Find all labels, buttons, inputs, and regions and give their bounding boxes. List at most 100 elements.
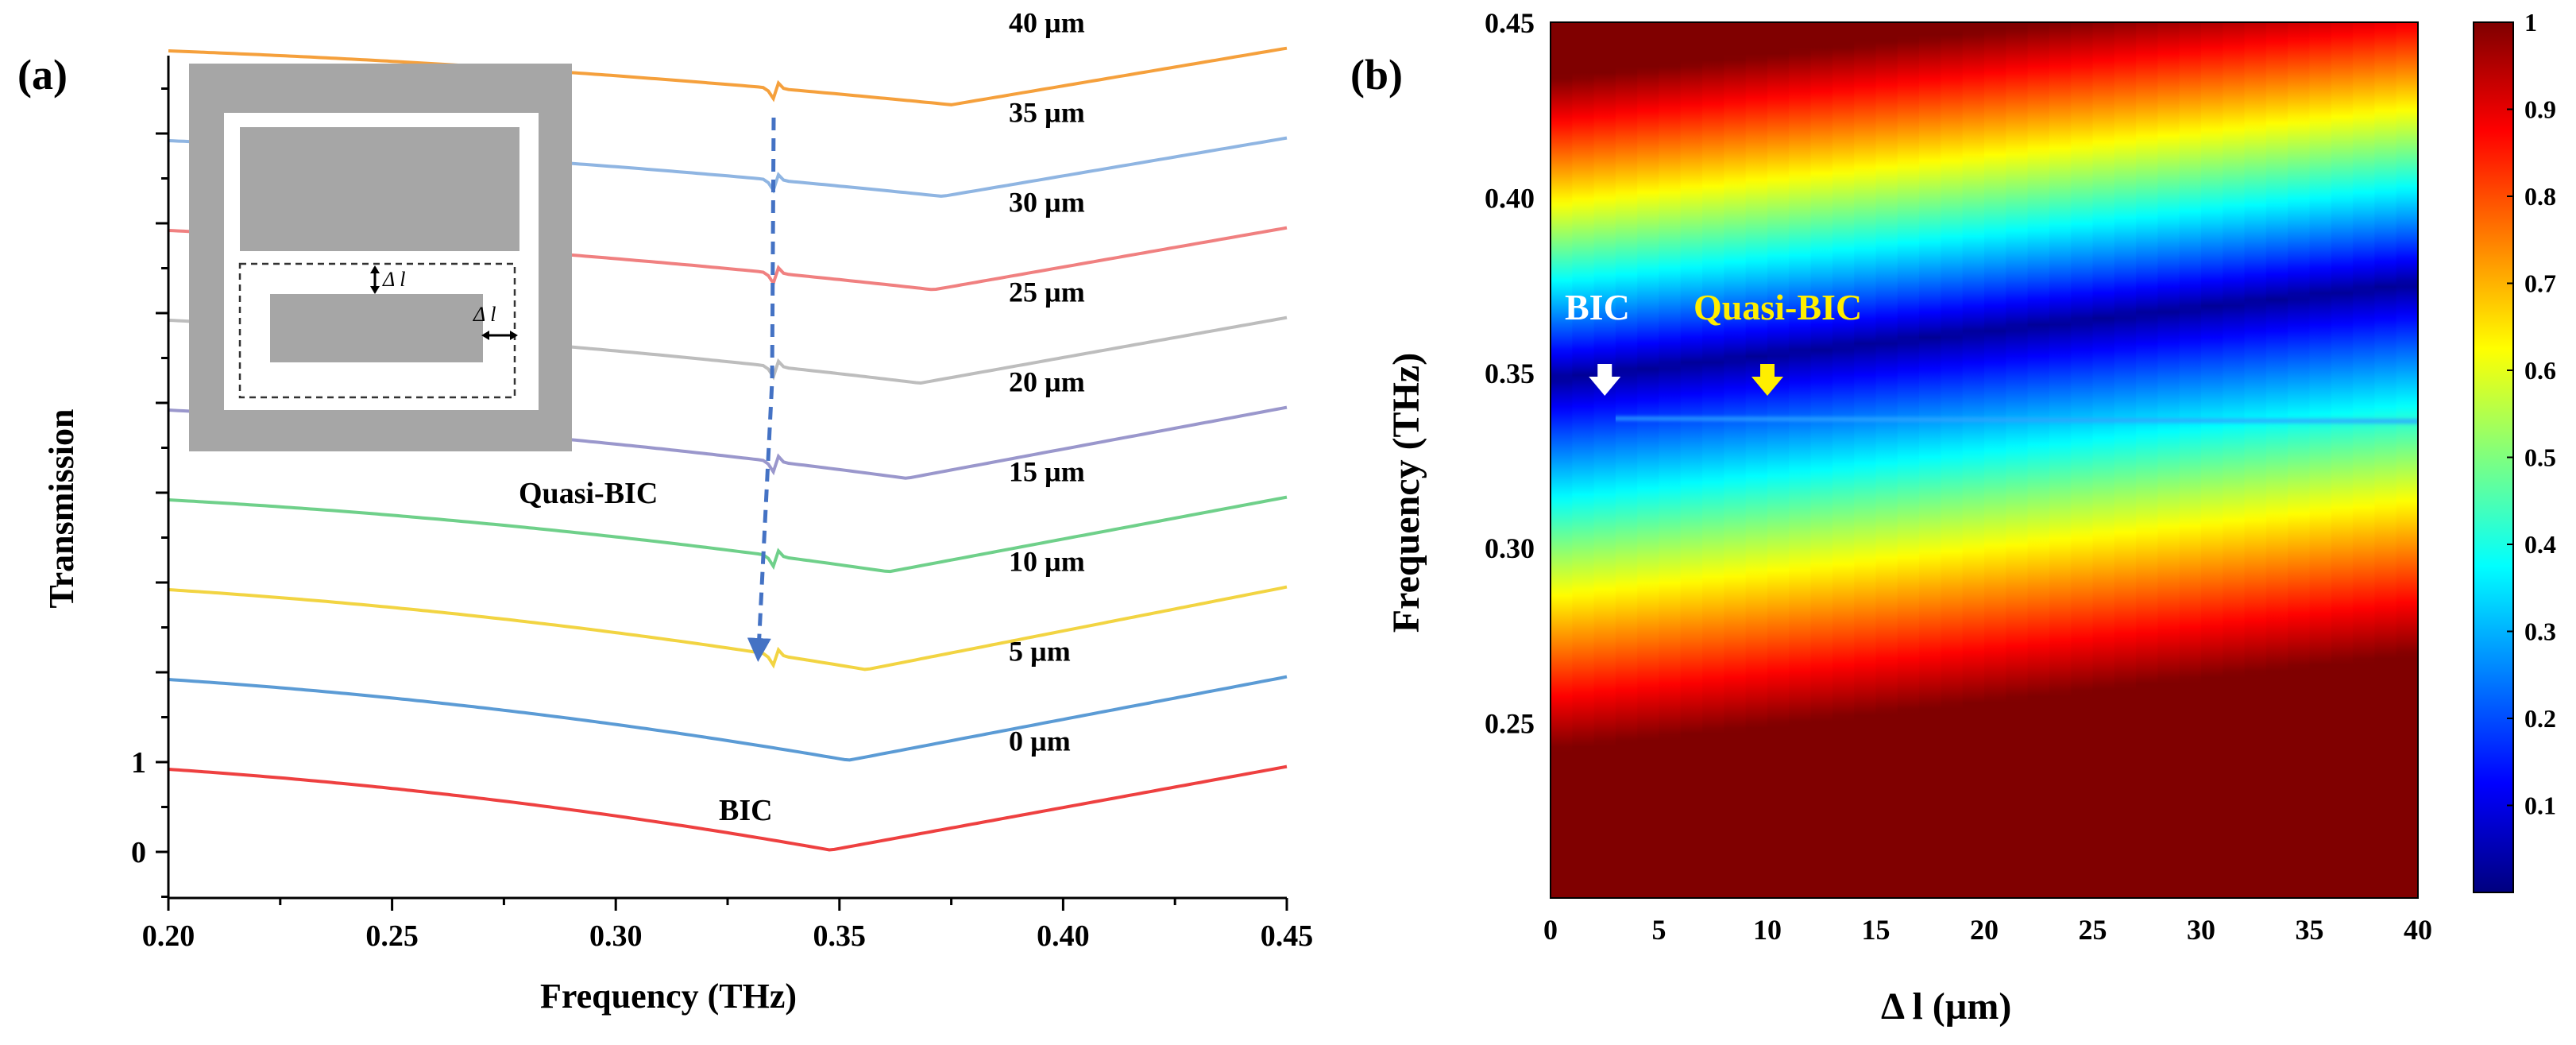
y-tick-label: 0.25	[1485, 708, 1535, 740]
heatmap-column	[1724, 22, 1747, 898]
y-tick-label: 0.30	[1485, 532, 1535, 564]
heatmap-column	[1941, 22, 1964, 898]
heatmap-column	[2071, 22, 2094, 898]
curve-0m	[168, 764, 1288, 852]
heatmap-column	[1854, 22, 1877, 898]
x-tick-label: 0.45	[1261, 919, 1314, 953]
colorbar-tick-label: 0.6	[2524, 356, 2556, 385]
panel-b-ylabel: Frequency (THz)	[1385, 353, 1427, 633]
x-tick-label: 35	[2296, 914, 2324, 946]
inset-delta-l-label-2: Δ l	[473, 303, 496, 326]
colorbar-tick-label: 1	[2524, 8, 2537, 37]
panel-b-axes: 0 5 10 15 20 25 30 35 40 0.25 0.30 0.35 0.40 0.45	[1485, 7, 2432, 946]
heatmap-column	[1551, 22, 1574, 898]
bic-arrow-b	[1589, 364, 1621, 396]
panel-b: (b) 0 5 10 15 20 25 30 35 40 0.25 0.30 0.35 0.40 0.45…	[1350, 7, 2556, 1028]
colorbar-tick-label: 0.5	[2524, 443, 2556, 472]
y-tick-label: 0	[131, 836, 146, 869]
heatmap-column	[2396, 22, 2419, 898]
curve-label: 40 µm	[1009, 7, 1085, 39]
colorbar-tick-label: 0.7	[2524, 269, 2556, 298]
heatmap-column	[2049, 22, 2072, 898]
x-tick-label: 15	[1862, 914, 1890, 946]
panel-b-xlabel: Δ l (µm)	[1881, 985, 2011, 1028]
heatmap-column	[1767, 22, 1790, 898]
heatmap-column	[2309, 22, 2332, 898]
heatmap-column	[1659, 22, 1682, 898]
x-tick-label: 0.25	[365, 919, 419, 953]
x-tick-label: 30	[2187, 914, 2215, 946]
colorbar-tick-label: 0.9	[2524, 95, 2556, 124]
bic-label-b: BIC	[1565, 287, 1630, 327]
curve-10m	[168, 585, 1288, 672]
heatmap-column	[2092, 22, 2115, 898]
curve-label: 20 µm	[1009, 366, 1085, 398]
x-tick-label: 20	[1970, 914, 1999, 946]
heatmap-column	[1810, 22, 1833, 898]
panel-b-label: (b)	[1350, 51, 1403, 99]
heatmap-column	[1832, 22, 1855, 898]
panel-a-ylabel: Transmission	[42, 408, 81, 608]
heatmap-column	[2136, 22, 2159, 898]
heatmap-column	[1702, 22, 1725, 898]
heatmap-column	[2374, 22, 2397, 898]
heatmap-column	[1789, 22, 1812, 898]
inset-delta-l-label-1: Δ l	[382, 268, 406, 291]
heatmap-column	[1572, 22, 1595, 898]
colorbar-tick-label: 0.4	[2524, 530, 2556, 559]
heatmap-column	[2244, 22, 2267, 898]
x-tick-label: 0.40	[1037, 919, 1090, 953]
panel-a-axes: 0.20 0.25 0.30 0.35 0.40 0.45 0 1	[131, 56, 1313, 953]
curve-label: 35 µm	[1009, 97, 1085, 129]
curve-5m	[168, 675, 1288, 762]
panel-a-label: (a)	[17, 51, 68, 99]
heatmap-column	[2027, 22, 2050, 898]
unit-cell-inset: Δ l Δ l	[189, 64, 572, 451]
heatmap	[1551, 22, 2419, 898]
inset-lower-bar	[270, 294, 483, 362]
heatmap-column	[2265, 22, 2288, 898]
curve-label: 25 µm	[1009, 277, 1085, 308]
heatmap-column	[1919, 22, 1942, 898]
heatmap-column	[1680, 22, 1703, 898]
inset-shift-arrow-heads	[481, 331, 518, 340]
heatmap-column	[2331, 22, 2354, 898]
colorbar	[2473, 21, 2514, 893]
curve-label: 0 µm	[1009, 726, 1071, 757]
heatmap-column	[2157, 22, 2180, 898]
colorbar-tick-label: 0.2	[2524, 704, 2556, 733]
quasi-bic-arrow-b	[1751, 364, 1783, 396]
colorbar-ticks: 0.1 0.2 0.3 0.4 0.5 0.6 0.7 0.8 0.9 1	[2507, 8, 2556, 820]
heatmap-column	[1875, 22, 1898, 898]
x-tick-label: 0.30	[589, 919, 643, 953]
colorbar-tick-label: 0.1	[2524, 791, 2556, 820]
quasi-bic-trend-arrow	[747, 117, 776, 662]
curve-15m	[168, 495, 1288, 574]
x-tick-label: 5	[1652, 914, 1666, 946]
x-tick-label: 0	[1543, 914, 1558, 946]
inset-dashed-box	[238, 262, 516, 399]
heatmap-column	[1637, 22, 1660, 898]
heatmap-column	[2288, 22, 2311, 898]
curve-label: 15 µm	[1009, 456, 1085, 488]
heatmap-column	[1984, 22, 2007, 898]
x-tick-label: 0.20	[142, 919, 195, 953]
panel-a-xlabel: Frequency (THz)	[540, 977, 797, 1016]
x-tick-label: 0.35	[813, 919, 867, 953]
inset-upper-bar	[240, 127, 519, 251]
quasi-bic-label-b: Quasi-BIC	[1694, 287, 1862, 327]
y-tick-label: 0.40	[1485, 182, 1535, 214]
heatmap-column	[2114, 22, 2137, 898]
y-tick-label: 1	[131, 746, 146, 780]
inset-gap-arrow-heads	[370, 265, 380, 294]
heatmap-frame	[1550, 21, 2419, 899]
heatmap-column	[2179, 22, 2202, 898]
x-tick-label: 40	[2404, 914, 2432, 946]
y-tick-label: 0.45	[1485, 7, 1535, 39]
curve-label: 10 µm	[1009, 546, 1085, 578]
heatmap-column	[1615, 22, 1638, 898]
x-tick-label: 25	[2079, 914, 2107, 946]
heatmap-column	[2353, 22, 2376, 898]
colorbar-tick-label: 0.8	[2524, 182, 2556, 211]
